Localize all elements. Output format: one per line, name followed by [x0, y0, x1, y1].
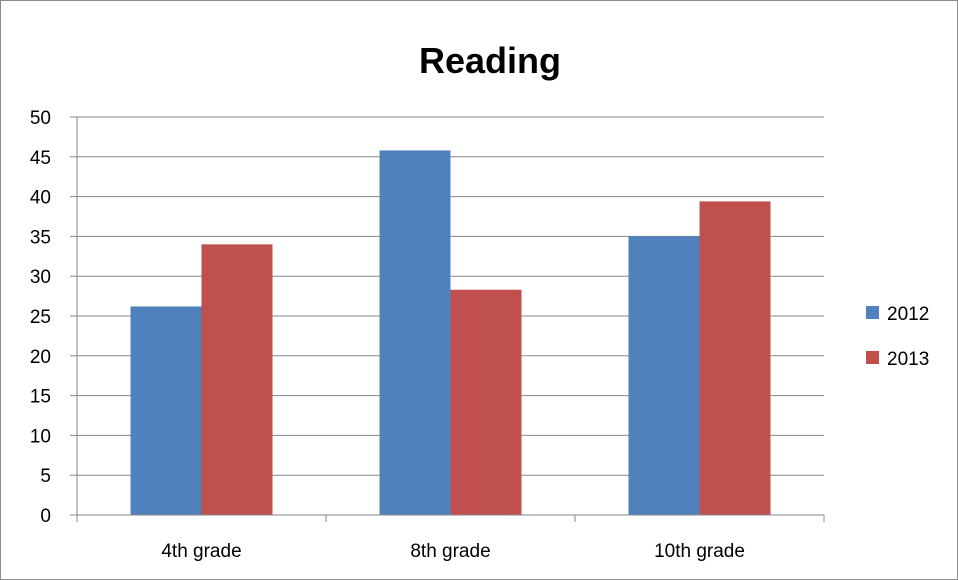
chart-title: Reading — [419, 40, 561, 81]
x-tick-label: 10th grade — [654, 541, 745, 562]
x-tick-label: 8th grade — [410, 541, 490, 562]
y-tick-label: 30 — [30, 267, 51, 288]
x-tick-labels: 4th grade 8th grade 10th grade — [161, 541, 745, 562]
bar-2012-8th-grade — [379, 150, 451, 515]
legend-label-2012: 2012 — [887, 304, 929, 325]
bar-2012-4th-grade — [130, 306, 202, 515]
x-tick-label: 4th grade — [161, 541, 241, 562]
y-tick-label: 40 — [30, 188, 51, 209]
y-tick-label: 10 — [30, 426, 51, 447]
legend-swatch-2013 — [866, 351, 879, 364]
y-tick-label: 45 — [30, 148, 51, 169]
bar-2013-8th-grade — [450, 289, 522, 515]
legend: 2012 2013 — [866, 304, 929, 370]
y-tick-label: 15 — [30, 387, 51, 408]
y-tick-label: 35 — [30, 227, 51, 248]
bar-2012-10th-grade — [628, 236, 700, 515]
legend-swatch-2012 — [866, 306, 879, 319]
bar-2013-10th-grade — [699, 201, 771, 515]
bar-2013-4th-grade — [201, 244, 273, 516]
bars — [130, 150, 771, 516]
y-tick-label: 25 — [30, 307, 51, 328]
y-tick-label: 50 — [30, 108, 51, 129]
y-tick-label: 20 — [30, 347, 51, 368]
y-tick-label: 5 — [40, 466, 51, 487]
legend-label-2013: 2013 — [887, 349, 929, 370]
y-tick-labels: 0 5 10 15 20 25 30 35 40 45 50 — [30, 108, 51, 527]
axes — [70, 116, 825, 522]
y-tick-label: 0 — [40, 506, 51, 527]
